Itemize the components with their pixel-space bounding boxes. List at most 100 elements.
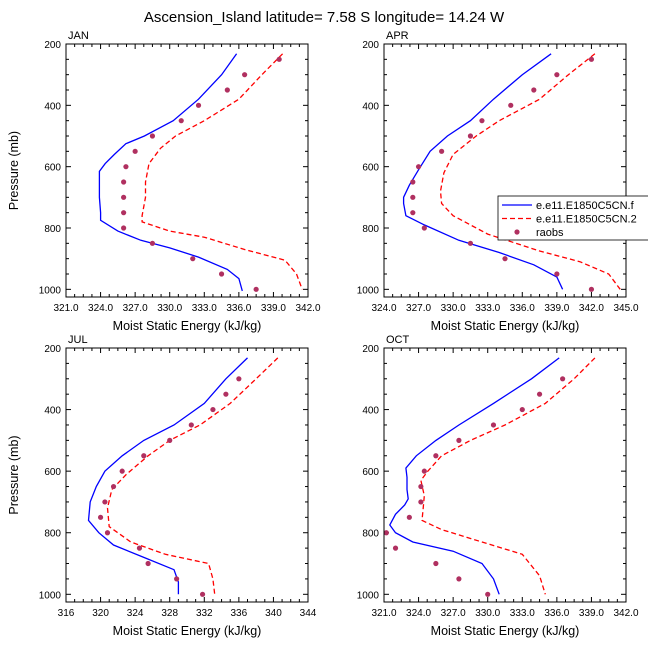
raobs-point xyxy=(253,286,259,292)
raobs-point xyxy=(141,453,147,459)
x-tick-label: 327.0 xyxy=(441,608,466,619)
legend-marker-raobs xyxy=(514,229,520,235)
x-tick-label: 342.0 xyxy=(295,303,320,314)
y-tick-label: 800 xyxy=(362,529,379,540)
panel-frame xyxy=(65,347,309,603)
y-tick-label: 800 xyxy=(362,224,379,235)
raobs-point xyxy=(276,56,282,62)
y-tick-label: 400 xyxy=(44,101,61,112)
panel-jul: JUL 316 320 324 328 332 336 340 344 200 400 600 800 1… xyxy=(7,334,317,638)
raobs-point xyxy=(433,453,439,459)
raobs-point xyxy=(190,256,196,262)
raobs-point xyxy=(490,422,497,428)
y-tick-label: 600 xyxy=(44,163,61,174)
x-tick-label: 344 xyxy=(300,608,317,619)
raobs-point xyxy=(195,102,202,108)
x-tick-label: 321.0 xyxy=(53,303,78,314)
raobs-point xyxy=(218,271,225,277)
raobs-point xyxy=(121,225,127,231)
raobs-point xyxy=(410,194,416,200)
raobs-point xyxy=(102,499,108,505)
raobs-point xyxy=(149,240,156,246)
x-tick-label: 339.0 xyxy=(544,303,569,314)
x-tick-label: 345.0 xyxy=(613,303,638,314)
panel-frame xyxy=(383,43,627,298)
raobs-point xyxy=(242,72,248,78)
raobs-point xyxy=(188,422,194,428)
y-tick-label: 400 xyxy=(362,406,379,417)
raobs-point xyxy=(421,225,427,231)
x-axis-label: Moist Static Energy (kJ/kg) xyxy=(431,319,580,333)
raobs-point xyxy=(410,179,416,185)
raobs-point xyxy=(119,468,125,474)
raobs-point xyxy=(132,148,138,154)
y-tick-label: 200 xyxy=(362,40,379,51)
raobs-point xyxy=(554,72,560,78)
raobs-point xyxy=(418,499,424,505)
x-axis-label: Moist Static Energy (kJ/kg) xyxy=(113,624,262,638)
x-tick-label: 339.0 xyxy=(261,303,286,314)
x-tick-label: 328 xyxy=(161,608,178,619)
x-tick-label: 336.0 xyxy=(226,303,251,314)
raobs-point xyxy=(433,560,439,567)
raobs-point xyxy=(456,437,462,443)
raobs-point xyxy=(519,406,525,413)
y-tick-label: 200 xyxy=(44,344,61,355)
legend-label: e.e11.E1850C5CN.f xyxy=(536,200,635,212)
panel-apr: APR 324.0 327.0 330.0 333.0 336.0 339.0 342.0 34… xyxy=(357,30,639,333)
y-axis-label: Pressure (mb) xyxy=(7,435,21,514)
x-axis-label: Moist Static Energy (kJ/kg) xyxy=(113,319,262,333)
model1-line xyxy=(87,357,248,595)
raobs-point xyxy=(410,210,416,216)
raobs-point xyxy=(178,118,184,124)
x-tick-label: 324.0 xyxy=(88,303,113,314)
panel-title: OCT xyxy=(386,334,410,346)
x-tick-label: 330.0 xyxy=(441,303,466,314)
x-tick-label: 327.0 xyxy=(406,303,431,314)
raobs-point xyxy=(421,468,427,474)
raobs-point xyxy=(236,376,242,382)
raobs-point xyxy=(149,133,156,139)
x-tick-label: 320 xyxy=(92,608,109,619)
series-group xyxy=(384,357,596,597)
y-tick-label: 1000 xyxy=(357,285,380,296)
model2-line xyxy=(106,357,279,595)
x-tick-label: 342.0 xyxy=(613,608,638,619)
y-tick-label: 400 xyxy=(362,101,379,112)
raobs-point xyxy=(110,483,117,490)
model2-line xyxy=(439,53,621,290)
raobs-point xyxy=(97,514,104,520)
x-tick-label: 342.0 xyxy=(579,303,604,314)
x-axis-label: Moist Static Energy (kJ/kg) xyxy=(431,624,580,638)
y-tick-label: 1000 xyxy=(357,590,380,601)
x-tick-label: 336 xyxy=(231,608,248,619)
raobs-point xyxy=(210,406,216,413)
raobs-point xyxy=(145,560,151,567)
y-tick-label: 200 xyxy=(362,344,379,355)
panel-frame xyxy=(383,347,627,603)
raobs-point xyxy=(456,576,462,582)
raobs-point xyxy=(588,56,595,62)
panel-jan: JAN 321.0 324.0 327.0 330.0 333.0 336.0 339.0 34… xyxy=(7,30,321,333)
legend-label: raobs xyxy=(536,227,564,239)
raobs-point xyxy=(104,530,111,536)
raobs-point xyxy=(384,530,389,536)
model1-line xyxy=(98,53,243,292)
x-tick-label: 330.0 xyxy=(475,608,500,619)
x-tick-label: 321.0 xyxy=(371,608,396,619)
raobs-point xyxy=(415,164,422,170)
model1-line xyxy=(402,53,564,290)
model1-line xyxy=(389,357,560,595)
x-tick-label: 333.0 xyxy=(510,608,535,619)
raobs-point xyxy=(554,271,560,277)
series-group xyxy=(98,53,303,292)
x-tick-label: 332 xyxy=(196,608,213,619)
x-tick-label: 324 xyxy=(127,608,144,619)
raobs-point xyxy=(467,240,474,246)
x-tick-label: 316 xyxy=(58,608,75,619)
raobs-point xyxy=(121,194,127,200)
raobs-point xyxy=(121,210,127,216)
raobs-point xyxy=(479,118,485,124)
panel-frame xyxy=(65,43,309,298)
